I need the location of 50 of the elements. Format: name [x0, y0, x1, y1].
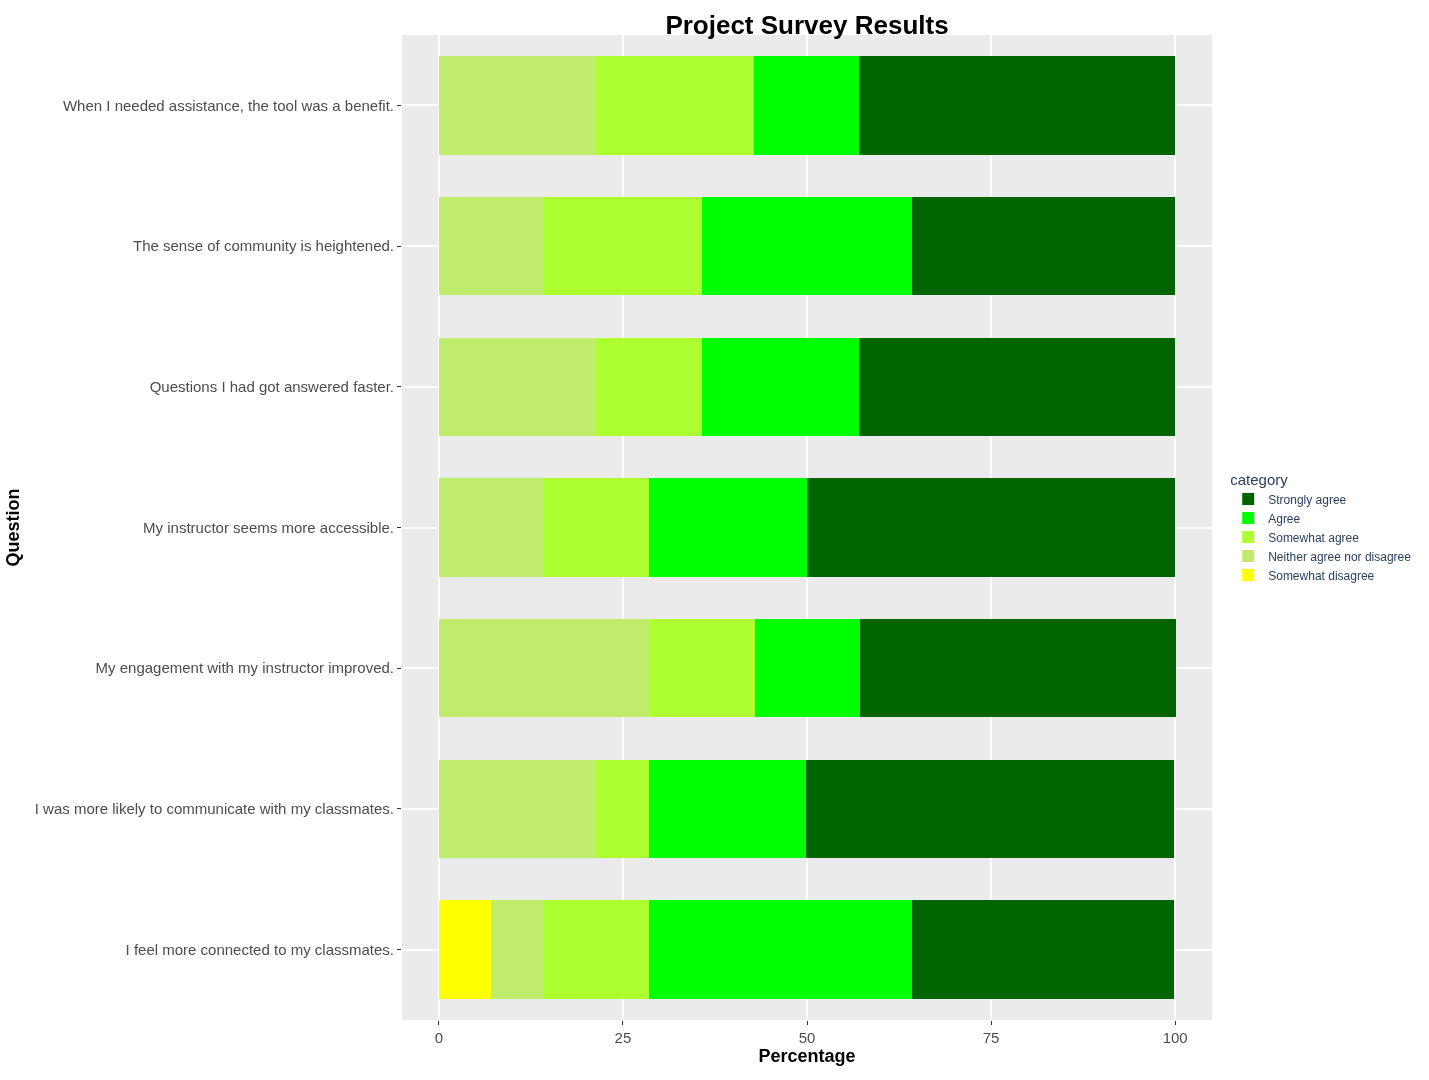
- y-tick-label: My engagement with my instructor improved.: [95, 659, 394, 677]
- y-axis-title: Question: [2, 488, 23, 567]
- y-tick-label: The sense of community is heightened.: [133, 237, 394, 255]
- bar: [807, 478, 1176, 577]
- bar: [859, 56, 1176, 155]
- bar: [438, 196, 545, 296]
- bar: [438, 478, 545, 577]
- x-axis-title: Percentage: [758, 1046, 856, 1067]
- bar: [754, 618, 861, 718]
- bar: [596, 56, 754, 155]
- bar: [491, 900, 544, 999]
- bar: [438, 759, 597, 859]
- bar: [648, 759, 807, 859]
- x-tick-label: 0: [434, 1029, 443, 1046]
- bar: [701, 337, 860, 437]
- x-tick-label: 100: [1162, 1029, 1188, 1046]
- legend-label: Somewhat disagree: [1268, 568, 1375, 583]
- bar: [649, 478, 807, 577]
- bar: [438, 56, 597, 155]
- bar: [860, 618, 1176, 718]
- bar: [438, 337, 597, 437]
- bar: [596, 337, 702, 437]
- legend-title: category: [1230, 470, 1289, 488]
- x-tick-label: 75: [982, 1029, 1000, 1046]
- bar: [596, 759, 649, 859]
- bar: [543, 900, 649, 999]
- legend-label: Agree: [1268, 511, 1301, 526]
- bar: [649, 618, 755, 718]
- x-tick-label: 50: [798, 1029, 816, 1046]
- bar: [806, 759, 1175, 859]
- bar: [438, 900, 492, 999]
- bar: [648, 900, 912, 999]
- bar: [859, 337, 1176, 437]
- y-tick-label: I feel more connected to my classmates.: [125, 940, 394, 958]
- bar: [912, 196, 1176, 296]
- y-tick-label: I was more likely to communicate with my classmates.: [34, 800, 394, 818]
- bar: [544, 196, 702, 296]
- bar: [753, 56, 860, 155]
- legend-label: Neither agree nor disagree: [1268, 549, 1412, 564]
- bar: [438, 618, 650, 718]
- bar: [701, 196, 913, 296]
- bar: [911, 900, 1175, 999]
- y-tick-label: My instructor seems more accessible.: [143, 518, 394, 536]
- x-tick-label: 25: [614, 1029, 632, 1046]
- legend-label: Strongly agree: [1268, 492, 1347, 507]
- bar: [544, 478, 650, 577]
- y-tick-label: When I needed assistance, the tool was a benefit.: [62, 96, 394, 114]
- y-tick-label: Questions I had got answered faster.: [149, 378, 394, 396]
- legend-label: Somewhat agree: [1268, 530, 1360, 545]
- chart-title: Project Survey Results: [665, 10, 949, 41]
